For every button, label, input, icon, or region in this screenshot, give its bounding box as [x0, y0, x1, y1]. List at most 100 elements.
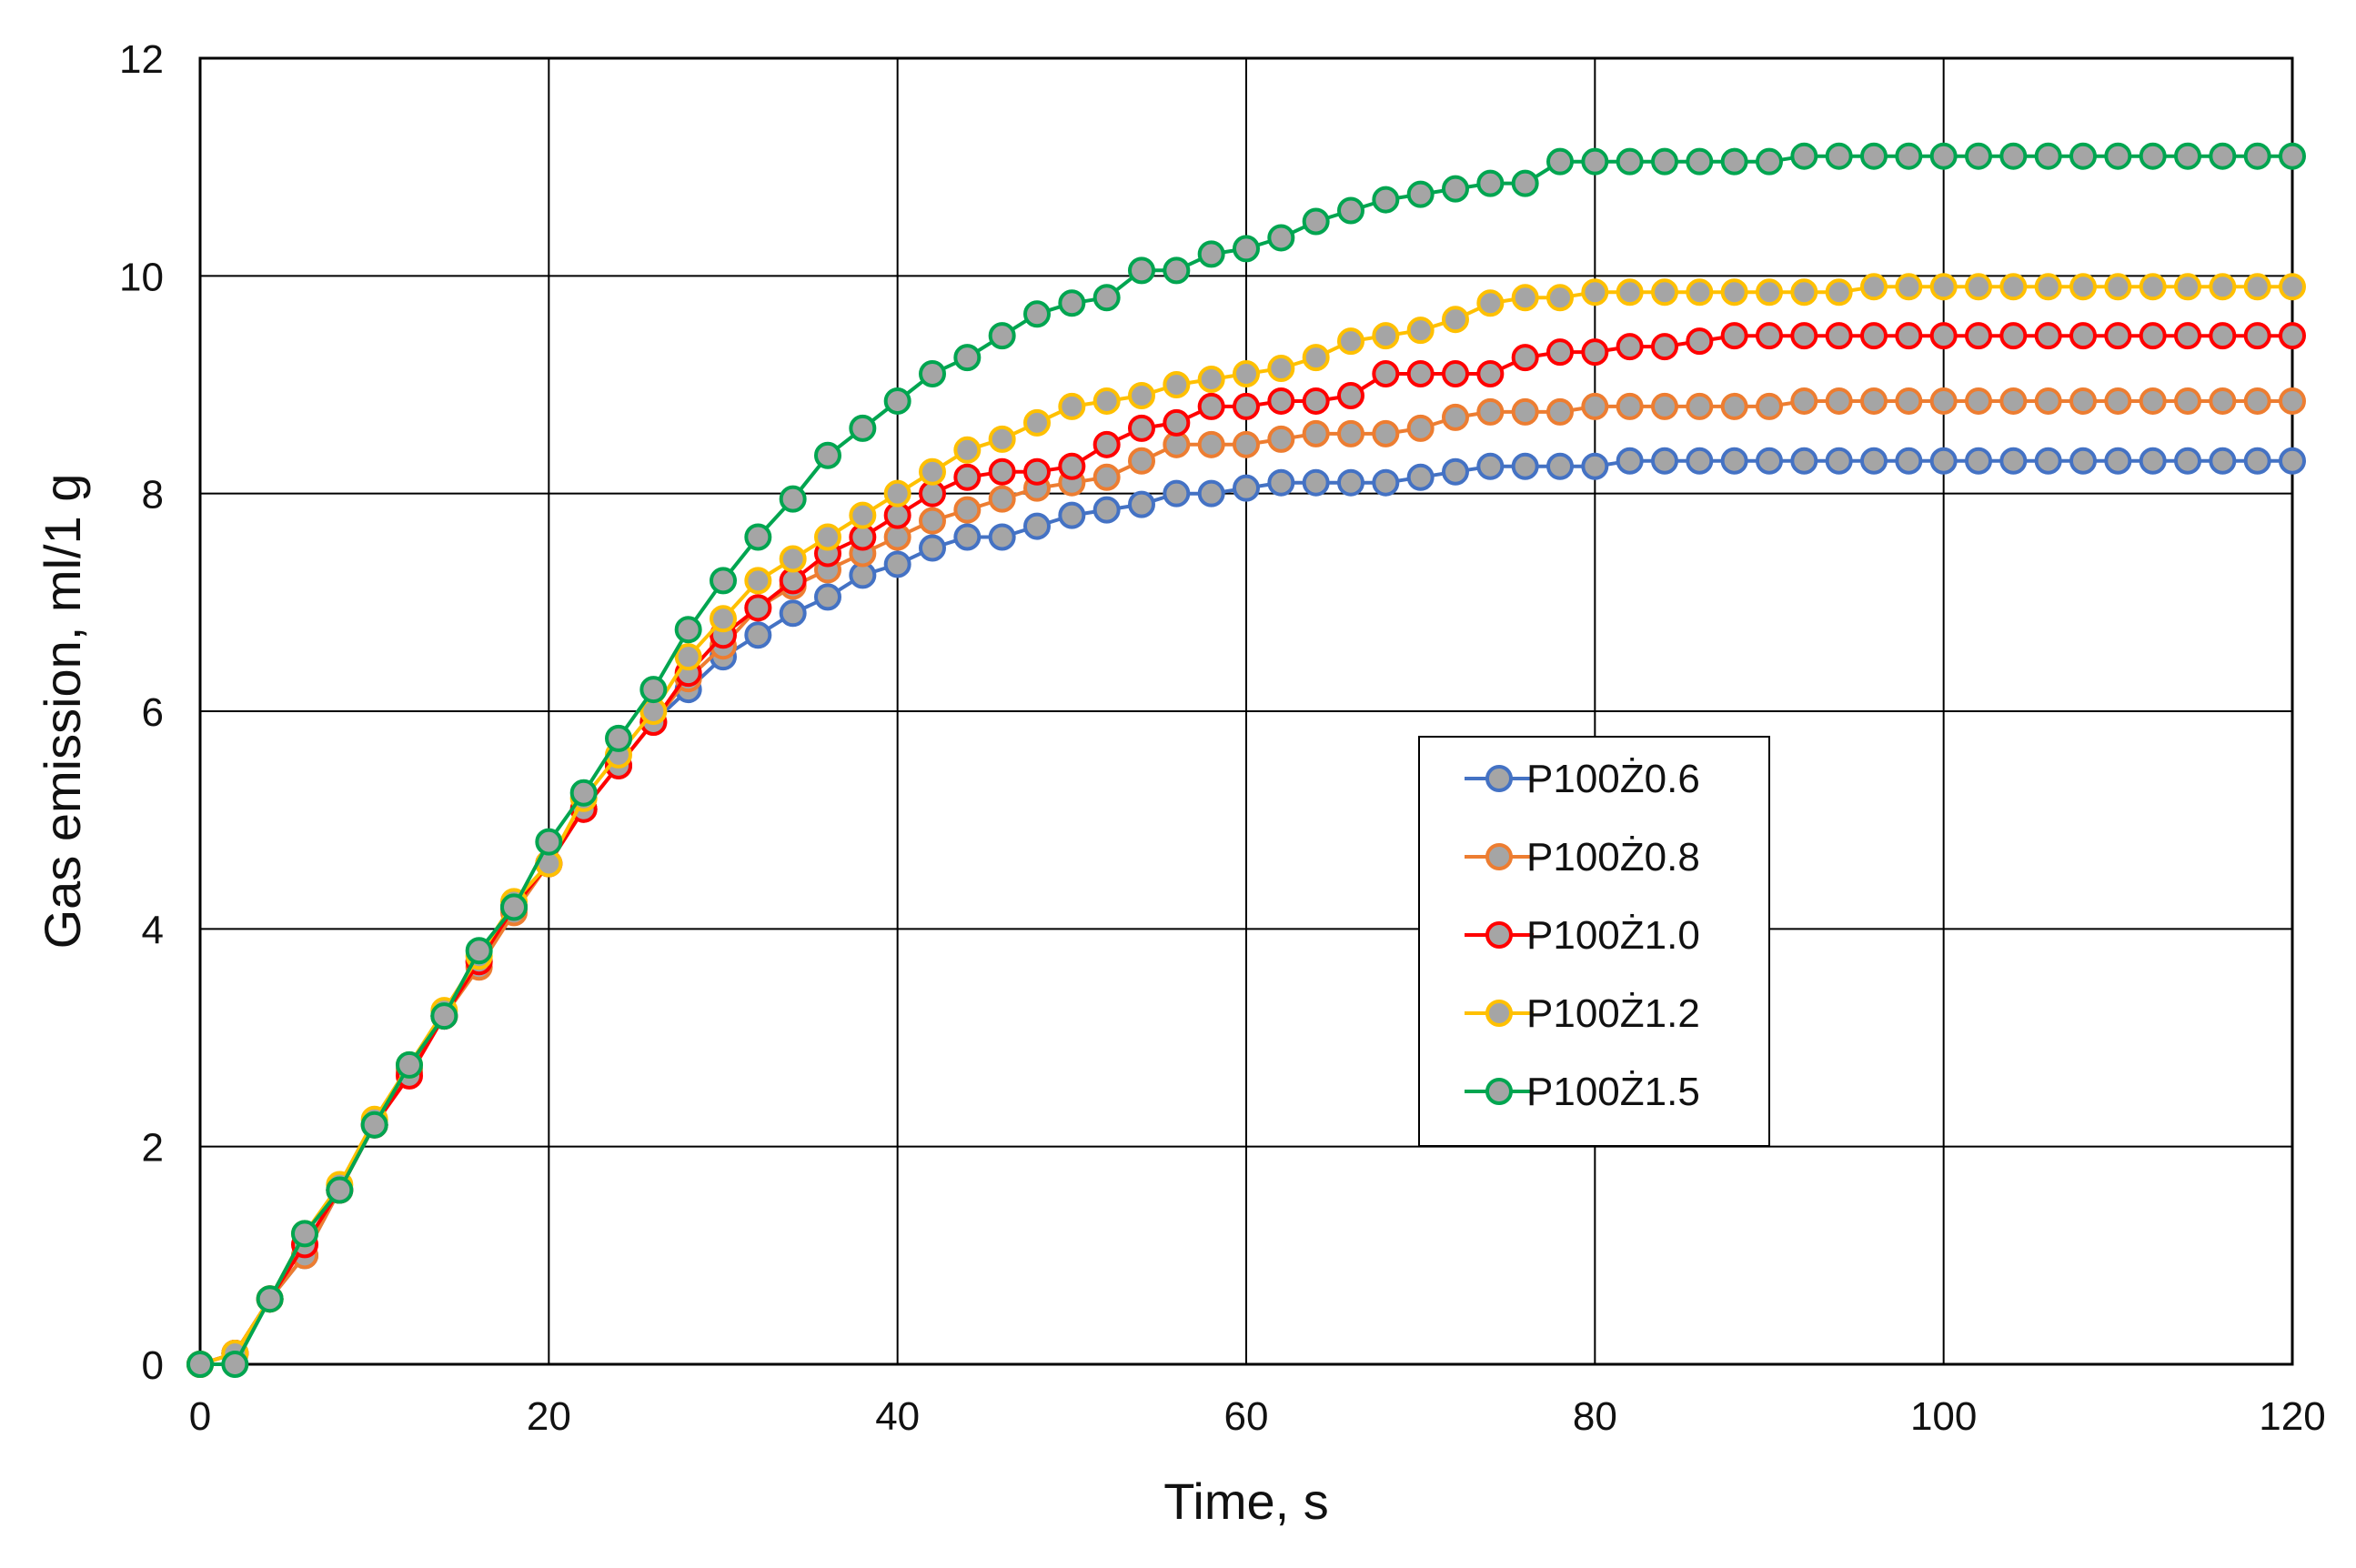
- data-point: [360, 1111, 388, 1139]
- legend-item: P100Ż1.2: [1465, 991, 1700, 1036]
- data-point: [2209, 447, 2237, 475]
- data-point: [1476, 169, 1505, 197]
- data-point: [1197, 430, 1225, 458]
- data-point: [1267, 224, 1295, 252]
- data-point: [1860, 387, 1888, 415]
- data-point: [953, 496, 982, 524]
- data-point: [2104, 273, 2132, 301]
- y-tick-label: 12: [119, 37, 164, 82]
- data-point: [1929, 142, 1958, 170]
- data-point: [1233, 392, 1260, 420]
- data-point: [1546, 338, 1574, 367]
- data-point: [883, 550, 911, 578]
- data-point: [1895, 447, 1923, 475]
- data-point: [1929, 387, 1958, 415]
- data-point: [744, 567, 772, 595]
- data-point: [1651, 147, 1678, 176]
- data-point: [1267, 468, 1295, 497]
- data-point: [1511, 452, 1539, 480]
- data-point: [1825, 387, 1853, 415]
- data-point: [919, 457, 946, 486]
- legend-marker: [1485, 765, 1513, 792]
- x-tick-label: 100: [1910, 1394, 1977, 1439]
- data-point: [1197, 366, 1225, 394]
- data-point: [1092, 463, 1121, 491]
- x-tick-label: 80: [1573, 1394, 1617, 1439]
- legend-box: [1418, 736, 1770, 1147]
- data-point: [2243, 447, 2271, 475]
- data-point: [1197, 479, 1225, 508]
- data-point: [1372, 419, 1400, 447]
- data-point: [779, 599, 807, 628]
- data-point: [2034, 447, 2062, 475]
- legend-item: P100Ż0.6: [1465, 757, 1700, 801]
- data-point: [500, 893, 528, 921]
- data-point: [988, 322, 1016, 350]
- data-point: [1999, 322, 2028, 350]
- data-point: [1511, 169, 1539, 197]
- data-point: [2209, 142, 2237, 170]
- data-point: [639, 676, 668, 704]
- data-point: [1999, 273, 2028, 301]
- data-point: [1337, 327, 1364, 356]
- plot-area-frame: [198, 56, 2294, 1366]
- data-point: [1965, 387, 1992, 415]
- data-point: [1616, 278, 1644, 307]
- x-tick-label: 0: [189, 1394, 211, 1439]
- data-point: [1302, 207, 1330, 236]
- data-point: [1442, 175, 1469, 203]
- legend-label: P100Ż1.5: [1526, 1070, 1700, 1114]
- y-tick-label: 6: [142, 690, 164, 735]
- data-point: [1860, 273, 1888, 301]
- data-point: [1406, 463, 1435, 491]
- data-point: [291, 1220, 318, 1248]
- data-point: [326, 1176, 354, 1204]
- data-point: [2104, 447, 2132, 475]
- data-point: [1965, 142, 1992, 170]
- data-point: [1406, 317, 1435, 345]
- data-point: [2139, 387, 2167, 415]
- data-point: [1756, 278, 1783, 307]
- data-point: [1128, 381, 1155, 409]
- data-point: [883, 479, 911, 508]
- x-tick-label: 40: [875, 1394, 920, 1439]
- data-point: [1406, 180, 1435, 208]
- data-point: [2069, 273, 2097, 301]
- data-point: [535, 828, 563, 856]
- data-point: [674, 643, 702, 671]
- data-point: [2279, 322, 2306, 350]
- data-point: [1999, 447, 2028, 475]
- data-point: [2174, 387, 2201, 415]
- legend-label: P100Ż1.2: [1526, 991, 1700, 1036]
- data-point: [1790, 142, 1818, 170]
- data-point: [2069, 142, 2097, 170]
- data-point: [1406, 414, 1435, 442]
- data-point: [1476, 289, 1505, 317]
- data-point: [1546, 147, 1574, 176]
- data-point: [2209, 322, 2237, 350]
- data-point: [1546, 284, 1574, 312]
- data-point: [1442, 360, 1469, 388]
- tick-labels: 0 20 40 60 80 100 120 0 2 4 6 8 10 12: [119, 37, 2326, 1439]
- data-point: [1860, 447, 1888, 475]
- data-point: [1860, 142, 1888, 170]
- data-point: [1790, 447, 1818, 475]
- data-point: [779, 485, 807, 513]
- data-point: [1337, 381, 1364, 409]
- data-point: [814, 441, 841, 469]
- data-point: [1442, 306, 1469, 334]
- data-point: [710, 567, 737, 595]
- data-point: [2104, 387, 2132, 415]
- x-tick-label: 60: [1224, 1394, 1269, 1439]
- data-point: [1302, 387, 1330, 415]
- data-point: [1058, 289, 1086, 317]
- data-point: [1163, 371, 1191, 398]
- data-point: [1756, 392, 1783, 420]
- data-point: [2174, 273, 2201, 301]
- data-point: [1790, 278, 1818, 307]
- data-point: [1163, 408, 1191, 437]
- data-point: [1686, 392, 1714, 420]
- data-point: [1546, 452, 1574, 480]
- data-point: [988, 485, 1016, 513]
- data-point: [1929, 273, 1958, 301]
